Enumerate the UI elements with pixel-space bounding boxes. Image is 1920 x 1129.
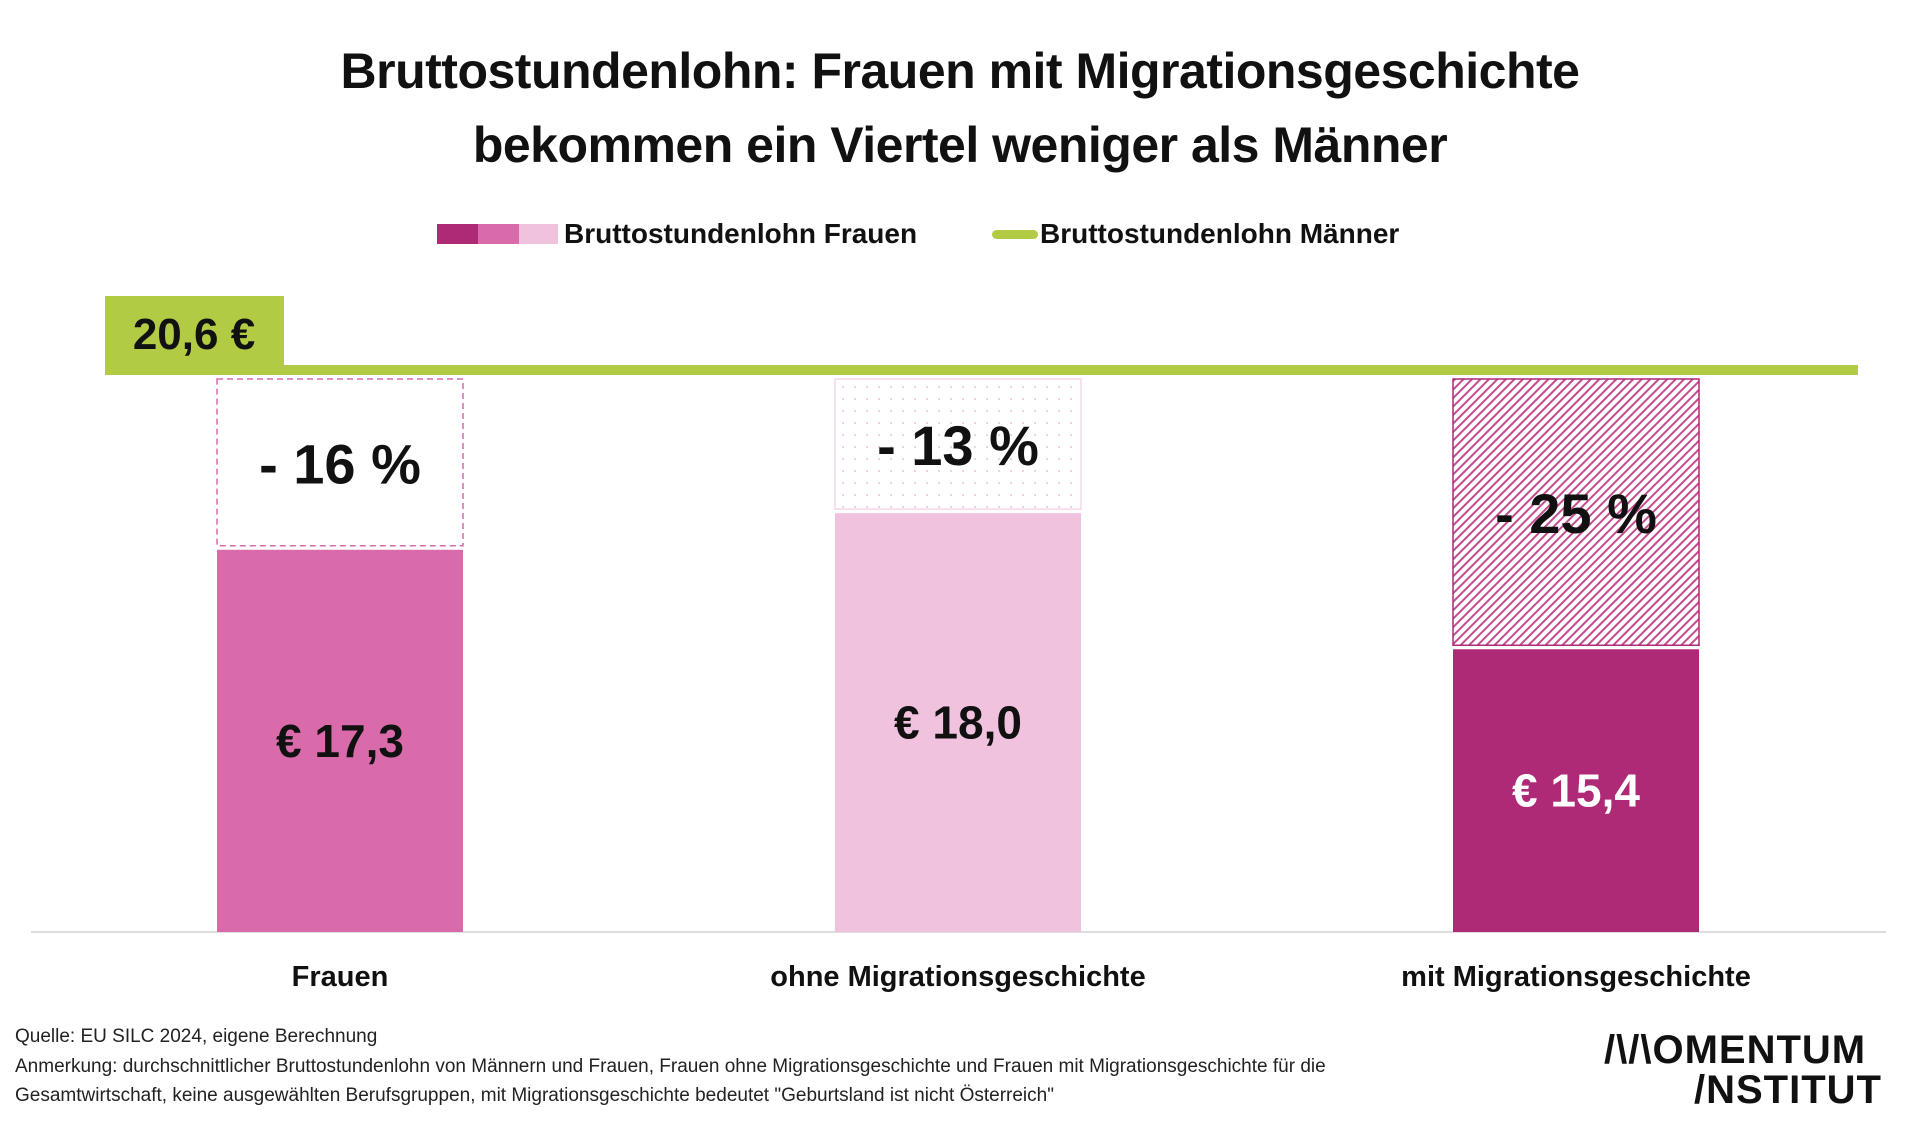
category-label-0: Frauen — [292, 961, 389, 993]
gap-segment-1 — [834, 378, 1082, 510]
legend-swatch-women — [437, 224, 558, 244]
value-label-2: € 15,4 — [1512, 765, 1640, 817]
legend-women: Bruttostundenlohn Frauen — [437, 218, 917, 250]
gap-segment-2 — [1452, 378, 1700, 647]
bar-0 — [217, 549, 463, 932]
source-note: Quelle: EU SILC 2024, eigene Berechnung — [15, 1026, 378, 1047]
chart-title-line-2: bekommen ein Viertel weniger als Männer — [472, 117, 1448, 173]
logo-institut: /NSTITUT — [1694, 1068, 1882, 1112]
bar-2 — [1453, 649, 1699, 932]
annotation-line-2: Gesamtwirtschaft, keine ausgewählten Ber… — [15, 1085, 1054, 1106]
gap-segment-0 — [216, 378, 464, 547]
gap-label-2: - 25 % — [1495, 482, 1657, 545]
legend-swatch-men — [992, 229, 1038, 239]
value-label-1: € 18,0 — [894, 697, 1022, 749]
logo-momentum: /\/\OMENTUM — [1604, 1028, 1867, 1072]
men-reference-label: 20,6 € — [133, 310, 255, 359]
legend-label-women: Bruttostundenlohn Frauen — [564, 218, 918, 249]
men-reference-label-box — [105, 296, 284, 375]
chart-title-line-1: Bruttostundenlohn: Frauen mit Migrations… — [340, 43, 1580, 99]
value-label-0: € 17,3 — [276, 715, 404, 767]
gap-label-0: - 16 % — [259, 432, 421, 495]
annotation-line-1: Anmerkung: durchschnittlicher Bruttostun… — [15, 1056, 1326, 1077]
legend-label-men: Bruttostundenlohn Männer — [1040, 218, 1400, 249]
bar-1 — [835, 513, 1081, 932]
category-label-1: ohne Migrationsgeschichte — [770, 961, 1145, 993]
men-reference-line — [105, 365, 1858, 375]
legend-men: Bruttostundenlohn Männer — [992, 218, 1399, 250]
category-label-2: mit Migrationsgeschichte — [1401, 961, 1751, 993]
gap-label-1: - 13 % — [877, 414, 1039, 477]
